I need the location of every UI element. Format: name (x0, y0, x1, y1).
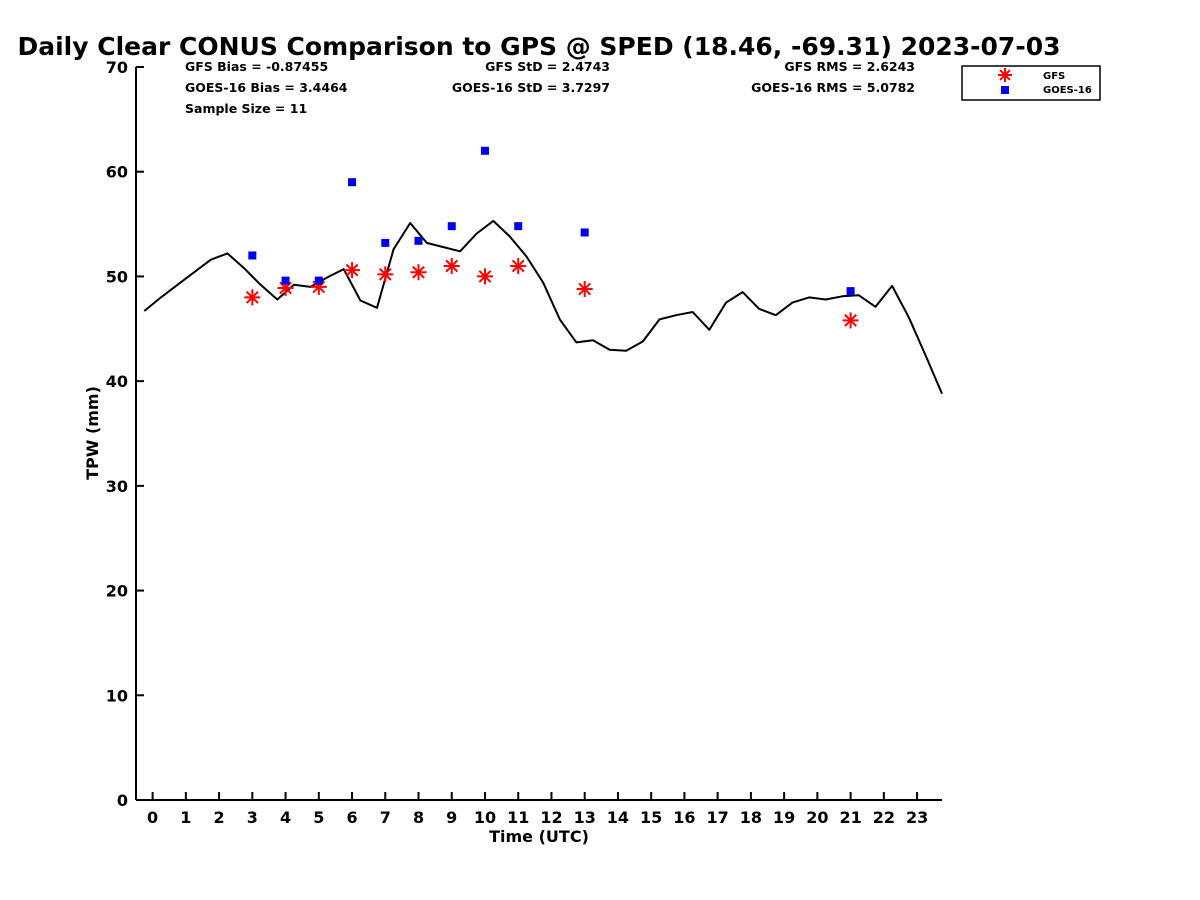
x-tick-label: 8 (413, 808, 424, 827)
gfs-point (576, 280, 593, 297)
x-tick-label: 6 (346, 808, 357, 827)
x-tick-label: 12 (540, 808, 562, 827)
goes16-point (447, 222, 456, 231)
goes16-point (314, 276, 323, 285)
goes16-point (414, 236, 423, 245)
chart-title: Daily Clear CONUS Comparison to GPS @ SP… (17, 32, 1060, 61)
goes16-point (381, 238, 390, 247)
goes16-point (514, 222, 523, 231)
gfs-point (510, 257, 527, 274)
gfs-point (244, 289, 261, 306)
legend-box (961, 65, 1101, 101)
legend-gfs-label: GFS (1043, 71, 1065, 82)
x-tick-label: 15 (640, 808, 662, 827)
x-axis-ticks: 0 1 2 3 4 5 6 7 8 9 10 11 12 13 14 15 16 17 18 19 20 21 22 23 (147, 792, 928, 827)
legend: GFS GOES-16 (961, 65, 1101, 101)
goes16-point (846, 287, 855, 296)
gfs-bias-stat: GFS Bias = -0.87455 (185, 59, 328, 74)
gfs-point (410, 264, 427, 281)
x-tick-label: 20 (806, 808, 828, 827)
x-tick-label: 14 (607, 808, 629, 827)
x-tick-label: 17 (707, 808, 729, 827)
y-tick-label: 70 (106, 58, 128, 77)
series-layer (143, 146, 943, 395)
goes-rms-stat: GOES-16 RMS = 5.0782 (751, 80, 915, 95)
legend-gfs-asterisk (998, 68, 1012, 82)
x-tick-label: 2 (214, 808, 225, 827)
x-tick-label: 13 (574, 808, 596, 827)
y-tick-label: 0 (117, 791, 128, 810)
goes16-point (580, 228, 589, 237)
y-tick-label: 10 (106, 686, 128, 705)
goes16-point (281, 276, 290, 285)
x-tick-label: 0 (147, 808, 158, 827)
goes-bias-stat: GOES-16 Bias = 3.4464 (185, 80, 348, 95)
y-axis-ticks: 0 10 20 30 40 50 60 70 (106, 58, 144, 810)
gfs-point (443, 257, 460, 274)
sample-size-stat: Sample Size = 11 (185, 101, 307, 116)
x-tick-label: 10 (474, 808, 496, 827)
gfs-std-stat: GFS StD = 2.4743 (485, 59, 610, 74)
legend-goes-label: GOES-16 (1043, 85, 1092, 96)
y-tick-label: 30 (106, 477, 128, 496)
x-axis-label: Time (UTC) (489, 827, 589, 846)
gfs-point (344, 262, 361, 279)
gfs-point (842, 312, 859, 329)
gps-tpw-line (143, 219, 943, 395)
x-tick-label: 7 (380, 808, 391, 827)
x-tick-label: 3 (247, 808, 258, 827)
gfs-point (377, 266, 394, 283)
x-tick-label: 4 (280, 808, 291, 827)
x-tick-label: 9 (446, 808, 457, 827)
x-tick-label: 18 (740, 808, 762, 827)
goes16-point (248, 251, 257, 260)
y-tick-label: 40 (106, 372, 128, 391)
gfs-rms-stat: GFS RMS = 2.6243 (784, 59, 915, 74)
goes16-point (480, 146, 489, 155)
y-tick-label: 20 (106, 582, 128, 601)
x-tick-label: 22 (873, 808, 895, 827)
goes-std-stat: GOES-16 StD = 3.7297 (452, 80, 610, 95)
x-tick-label: 1 (180, 808, 191, 827)
legend-goes-marker (1001, 86, 1009, 94)
x-tick-label: 5 (313, 808, 324, 827)
y-tick-label: 60 (106, 163, 128, 182)
x-tick-label: 16 (673, 808, 695, 827)
x-tick-label: 21 (839, 808, 861, 827)
y-axis-label: TPW (mm) (83, 386, 102, 480)
x-tick-label: 23 (906, 808, 928, 827)
legend-gfs-marker (998, 68, 1012, 82)
goes16-point (348, 178, 357, 187)
gfs-point (476, 268, 493, 285)
x-tick-label: 11 (507, 808, 529, 827)
y-tick-label: 50 (106, 267, 128, 286)
x-tick-label: 19 (773, 808, 795, 827)
